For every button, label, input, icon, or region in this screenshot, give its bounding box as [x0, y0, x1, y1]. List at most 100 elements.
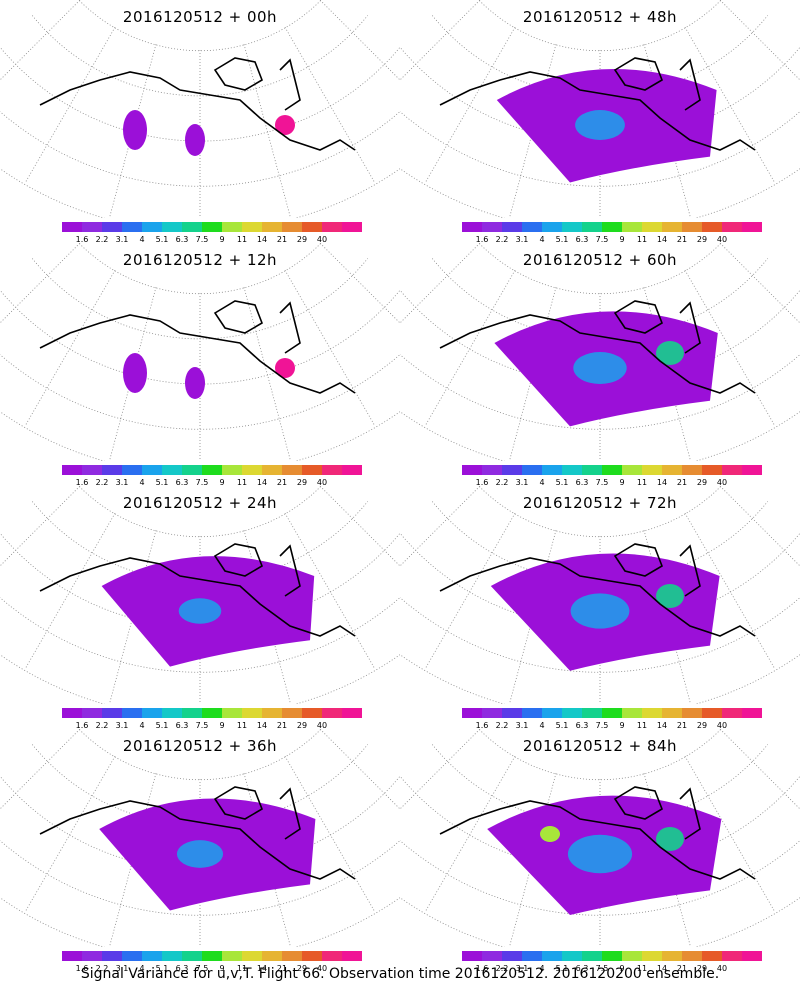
colorbar-segment — [122, 465, 142, 475]
colorbar-tick-label: 14 — [256, 478, 268, 487]
colorbar-segment — [702, 708, 722, 718]
colorbar-segment — [82, 708, 102, 718]
coastlines — [39, 786, 356, 880]
colorbar-segment — [562, 951, 582, 961]
colorbar-segment — [702, 222, 722, 232]
colorbar-tick-label: 21 — [676, 235, 688, 244]
colorbar-segment — [742, 951, 762, 961]
colorbar-tick-label: 1.6 — [475, 478, 489, 487]
colorbar-tick-label: 9 — [619, 721, 625, 730]
colorbar-segment — [582, 951, 602, 961]
forecast-panel: 2016120512 + 24h 1.6 2.2 3.1 4 5.1 6.3 7.5 9 11 14… — [0, 486, 400, 736]
colorbar-tick-label: 2.2 — [95, 478, 109, 487]
colorbar-segment — [502, 951, 522, 961]
colorbar-tick-label: 7.5 — [595, 721, 609, 730]
colorbar-segment — [82, 222, 102, 232]
colorbar-segment — [202, 222, 222, 232]
colorbar-segment — [482, 222, 502, 232]
colorbar-tick-label: 5.1 — [555, 235, 569, 244]
colorbar-tick-label: 21 — [276, 235, 288, 244]
colorbar-segment — [602, 708, 622, 718]
colorbar-tick-label: 4 — [539, 721, 545, 730]
colorbar-tick-label: 5.1 — [155, 964, 169, 973]
colorbar-segment — [662, 708, 682, 718]
colorbar-segment — [662, 222, 682, 232]
colorbar-tick-label: 4 — [139, 478, 145, 487]
colorbar-ticks: 1.6 2.2 3.1 4 5.1 6.3 7.5 9 11 14 21 29 40 — [462, 235, 762, 245]
forecast-panel: 2016120512 + 48h 1.6 2.2 3.1 4 5.1 6.3 7.5 9 11 14… — [400, 0, 800, 250]
colorbar-segment — [222, 951, 242, 961]
colorbar-segment — [662, 465, 682, 475]
colorbar-segment — [142, 708, 162, 718]
polar-map — [0, 486, 400, 704]
colorbar-segment — [682, 222, 702, 232]
colorbar-segment — [282, 708, 302, 718]
colorbar — [462, 465, 762, 475]
colorbar-segment — [622, 951, 642, 961]
colorbar-tick-label: 3.1 — [115, 478, 129, 487]
colorbar-tick-label: 29 — [296, 235, 308, 244]
colorbar-segment — [262, 951, 282, 961]
colorbar-segment — [502, 465, 522, 475]
panel-title: 2016120512 + 00h — [122, 8, 278, 26]
colorbar — [462, 951, 762, 961]
graticule — [0, 0, 400, 218]
colorbar-segment — [182, 708, 202, 718]
colorbar-tick-label: 6.3 — [575, 235, 589, 244]
colorbar-tick-label: 14 — [256, 721, 268, 730]
forecast-panel: 2016120512 + 00h 1.6 2.2 3.1 4 5.1 6.3 7.5 9 11 14… — [0, 0, 400, 250]
colorbar-segment — [582, 708, 602, 718]
colorbar-segment — [322, 951, 342, 961]
colorbar-segment — [162, 465, 182, 475]
colorbar-tick-label: 7.5 — [195, 478, 209, 487]
colorbar-tick-label: 2.2 — [95, 721, 109, 730]
colorbar-segment — [622, 222, 642, 232]
colorbar-tick-label: 3.1 — [515, 721, 529, 730]
colorbar-tick-label: 9 — [219, 235, 225, 244]
colorbar-segment — [142, 951, 162, 961]
variance-field — [494, 311, 718, 427]
colorbar-segment — [62, 708, 82, 718]
panel-title: 2016120512 + 84h — [522, 737, 678, 755]
colorbar-segment — [322, 222, 342, 232]
colorbar-segment — [722, 465, 742, 475]
colorbar-tick-label: 7.5 — [195, 721, 209, 730]
colorbar-segment — [602, 951, 622, 961]
forecast-panel: 2016120512 + 36h 1.6 2.2 3.1 4 5.1 6.3 7.5 9 11 14… — [0, 729, 400, 979]
colorbar-segment — [462, 708, 482, 718]
colorbar-tick-label: 4 — [539, 235, 545, 244]
colorbar-tick-label: 3.1 — [115, 721, 129, 730]
colorbar-tick-label: 4 — [139, 235, 145, 244]
colorbar-tick-label: 6.3 — [175, 478, 189, 487]
colorbar-segment — [602, 465, 622, 475]
colorbar-tick-label: 2.2 — [495, 478, 509, 487]
colorbar-segment — [202, 708, 222, 718]
colorbar-tick-label: 6.3 — [175, 721, 189, 730]
colorbar-tick-label: 40 — [316, 478, 328, 487]
colorbar-segment — [302, 951, 322, 961]
colorbar-tick-label: 29 — [696, 964, 708, 973]
colorbar-tick-label: 4 — [139, 721, 145, 730]
colorbar-tick-label: 7.5 — [595, 478, 609, 487]
colorbar-tick-label: 6.3 — [575, 478, 589, 487]
colorbar-tick-label: 6.3 — [575, 964, 589, 973]
colorbar-segment — [742, 222, 762, 232]
colorbar-segment — [722, 708, 742, 718]
colorbar-segment — [342, 708, 362, 718]
colorbar-tick-label: 2.2 — [495, 721, 509, 730]
colorbar-segment — [462, 951, 482, 961]
colorbar-tick-label: 29 — [696, 721, 708, 730]
colorbar — [62, 222, 362, 232]
colorbar-tick-label: 3.1 — [515, 964, 529, 973]
colorbar-tick-label: 5.1 — [555, 478, 569, 487]
colorbar-tick-label: 11 — [236, 235, 248, 244]
colorbar-segment — [302, 222, 322, 232]
polar-map — [400, 0, 800, 218]
coastlines — [439, 543, 756, 637]
colorbar-tick-label: 11 — [636, 721, 648, 730]
colorbar-tick-label: 9 — [619, 964, 625, 973]
colorbar-tick-label: 6.3 — [575, 721, 589, 730]
colorbar-ticks: 1.6 2.2 3.1 4 5.1 6.3 7.5 9 11 14 21 29 40 — [62, 721, 362, 731]
colorbar-segment — [522, 465, 542, 475]
colorbar-segment — [82, 951, 102, 961]
